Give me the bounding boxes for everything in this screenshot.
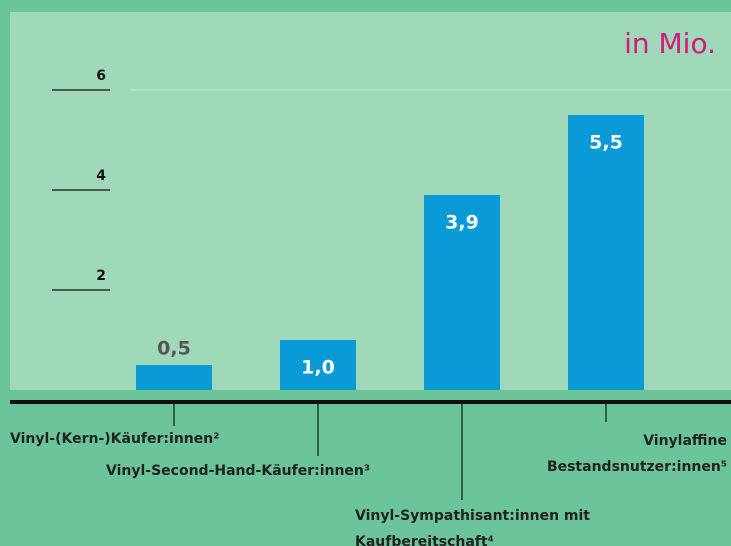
value-label: 3,9	[445, 212, 479, 234]
unit-label: in Mio.	[624, 27, 716, 60]
x-tick-label: Vinyl-Second-Hand-Käufer:innen³	[106, 463, 371, 479]
x-tick-label: Vinyl-Sympathisant:innen mit Kaufbereits…	[355, 508, 590, 546]
y-tick-label: 4	[96, 168, 106, 184]
value-label: 0,5	[157, 338, 191, 360]
bar	[568, 115, 644, 390]
y-tick-label: 6	[96, 68, 106, 84]
x-tick-label: Vinyl-(Kern-)Käufer:innen²	[10, 431, 220, 447]
value-label: 5,5	[589, 132, 623, 154]
bar	[424, 195, 500, 390]
value-label: 1,0	[301, 357, 335, 379]
bar	[280, 340, 356, 390]
y-tick-label: 2	[96, 268, 106, 284]
x-tick-label: Vinylaffine Bestandsnutzer:innen⁵	[546, 433, 727, 475]
x-axis	[10, 400, 731, 404]
bar	[136, 365, 212, 390]
